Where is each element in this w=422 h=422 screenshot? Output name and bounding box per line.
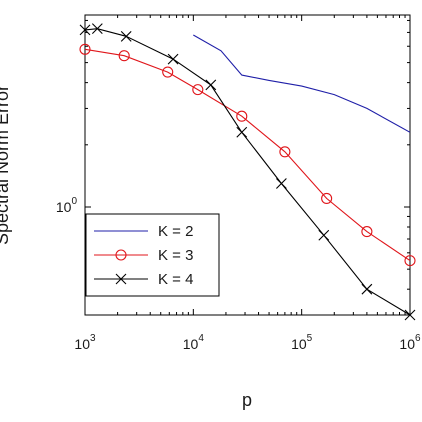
- x-ticks: 103 104 105 106: [74, 15, 421, 352]
- y-tick-label: 100: [56, 196, 78, 215]
- legend-marker: [115, 273, 127, 285]
- data-point: [236, 110, 248, 122]
- series-layer: [79, 23, 416, 321]
- data-point: [167, 53, 179, 65]
- legend-entry: K = 4: [94, 271, 193, 288]
- data-point: [192, 84, 204, 96]
- data-point: [361, 283, 373, 295]
- data-point: [120, 30, 132, 42]
- data-point: [321, 192, 333, 204]
- series-line: [84, 28, 411, 316]
- legend-label: K = 4: [158, 271, 193, 288]
- data-point: [404, 309, 416, 321]
- legend-label: K = 2: [158, 223, 193, 240]
- series-line: [84, 48, 411, 262]
- x-tick-label: 104: [183, 333, 205, 352]
- legend-entry: K = 3: [94, 247, 193, 264]
- data-point: [404, 255, 416, 267]
- data-point: [318, 229, 330, 241]
- data-point: [79, 43, 91, 55]
- legend-label: K = 3: [158, 247, 193, 264]
- legend-entry: K = 2: [94, 223, 193, 240]
- series-line: [193, 34, 411, 133]
- data-point: [79, 24, 91, 36]
- x-tick-label: 105: [291, 333, 313, 352]
- data-point: [162, 66, 174, 78]
- data-point: [279, 146, 291, 158]
- series-3: [79, 23, 416, 321]
- legend: K = 2 K = 3 K = 4: [85, 213, 220, 297]
- x-axis-label: p: [242, 390, 252, 410]
- data-point: [236, 126, 248, 138]
- x-tick-label: 106: [399, 333, 421, 352]
- data-point: [361, 226, 373, 238]
- legend-marker: [115, 249, 127, 261]
- data-point: [276, 178, 287, 189]
- data-point: [205, 79, 217, 91]
- x-tick-label: 103: [74, 333, 96, 352]
- data-point: [91, 23, 103, 35]
- y-axis-label-group: Spectral Norm Error: [0, 85, 12, 245]
- series-1: [193, 34, 411, 133]
- data-point: [118, 50, 130, 62]
- y-axis-label: Spectral Norm Error: [0, 85, 12, 245]
- series-2: [79, 43, 416, 267]
- legend-box: [85, 213, 220, 297]
